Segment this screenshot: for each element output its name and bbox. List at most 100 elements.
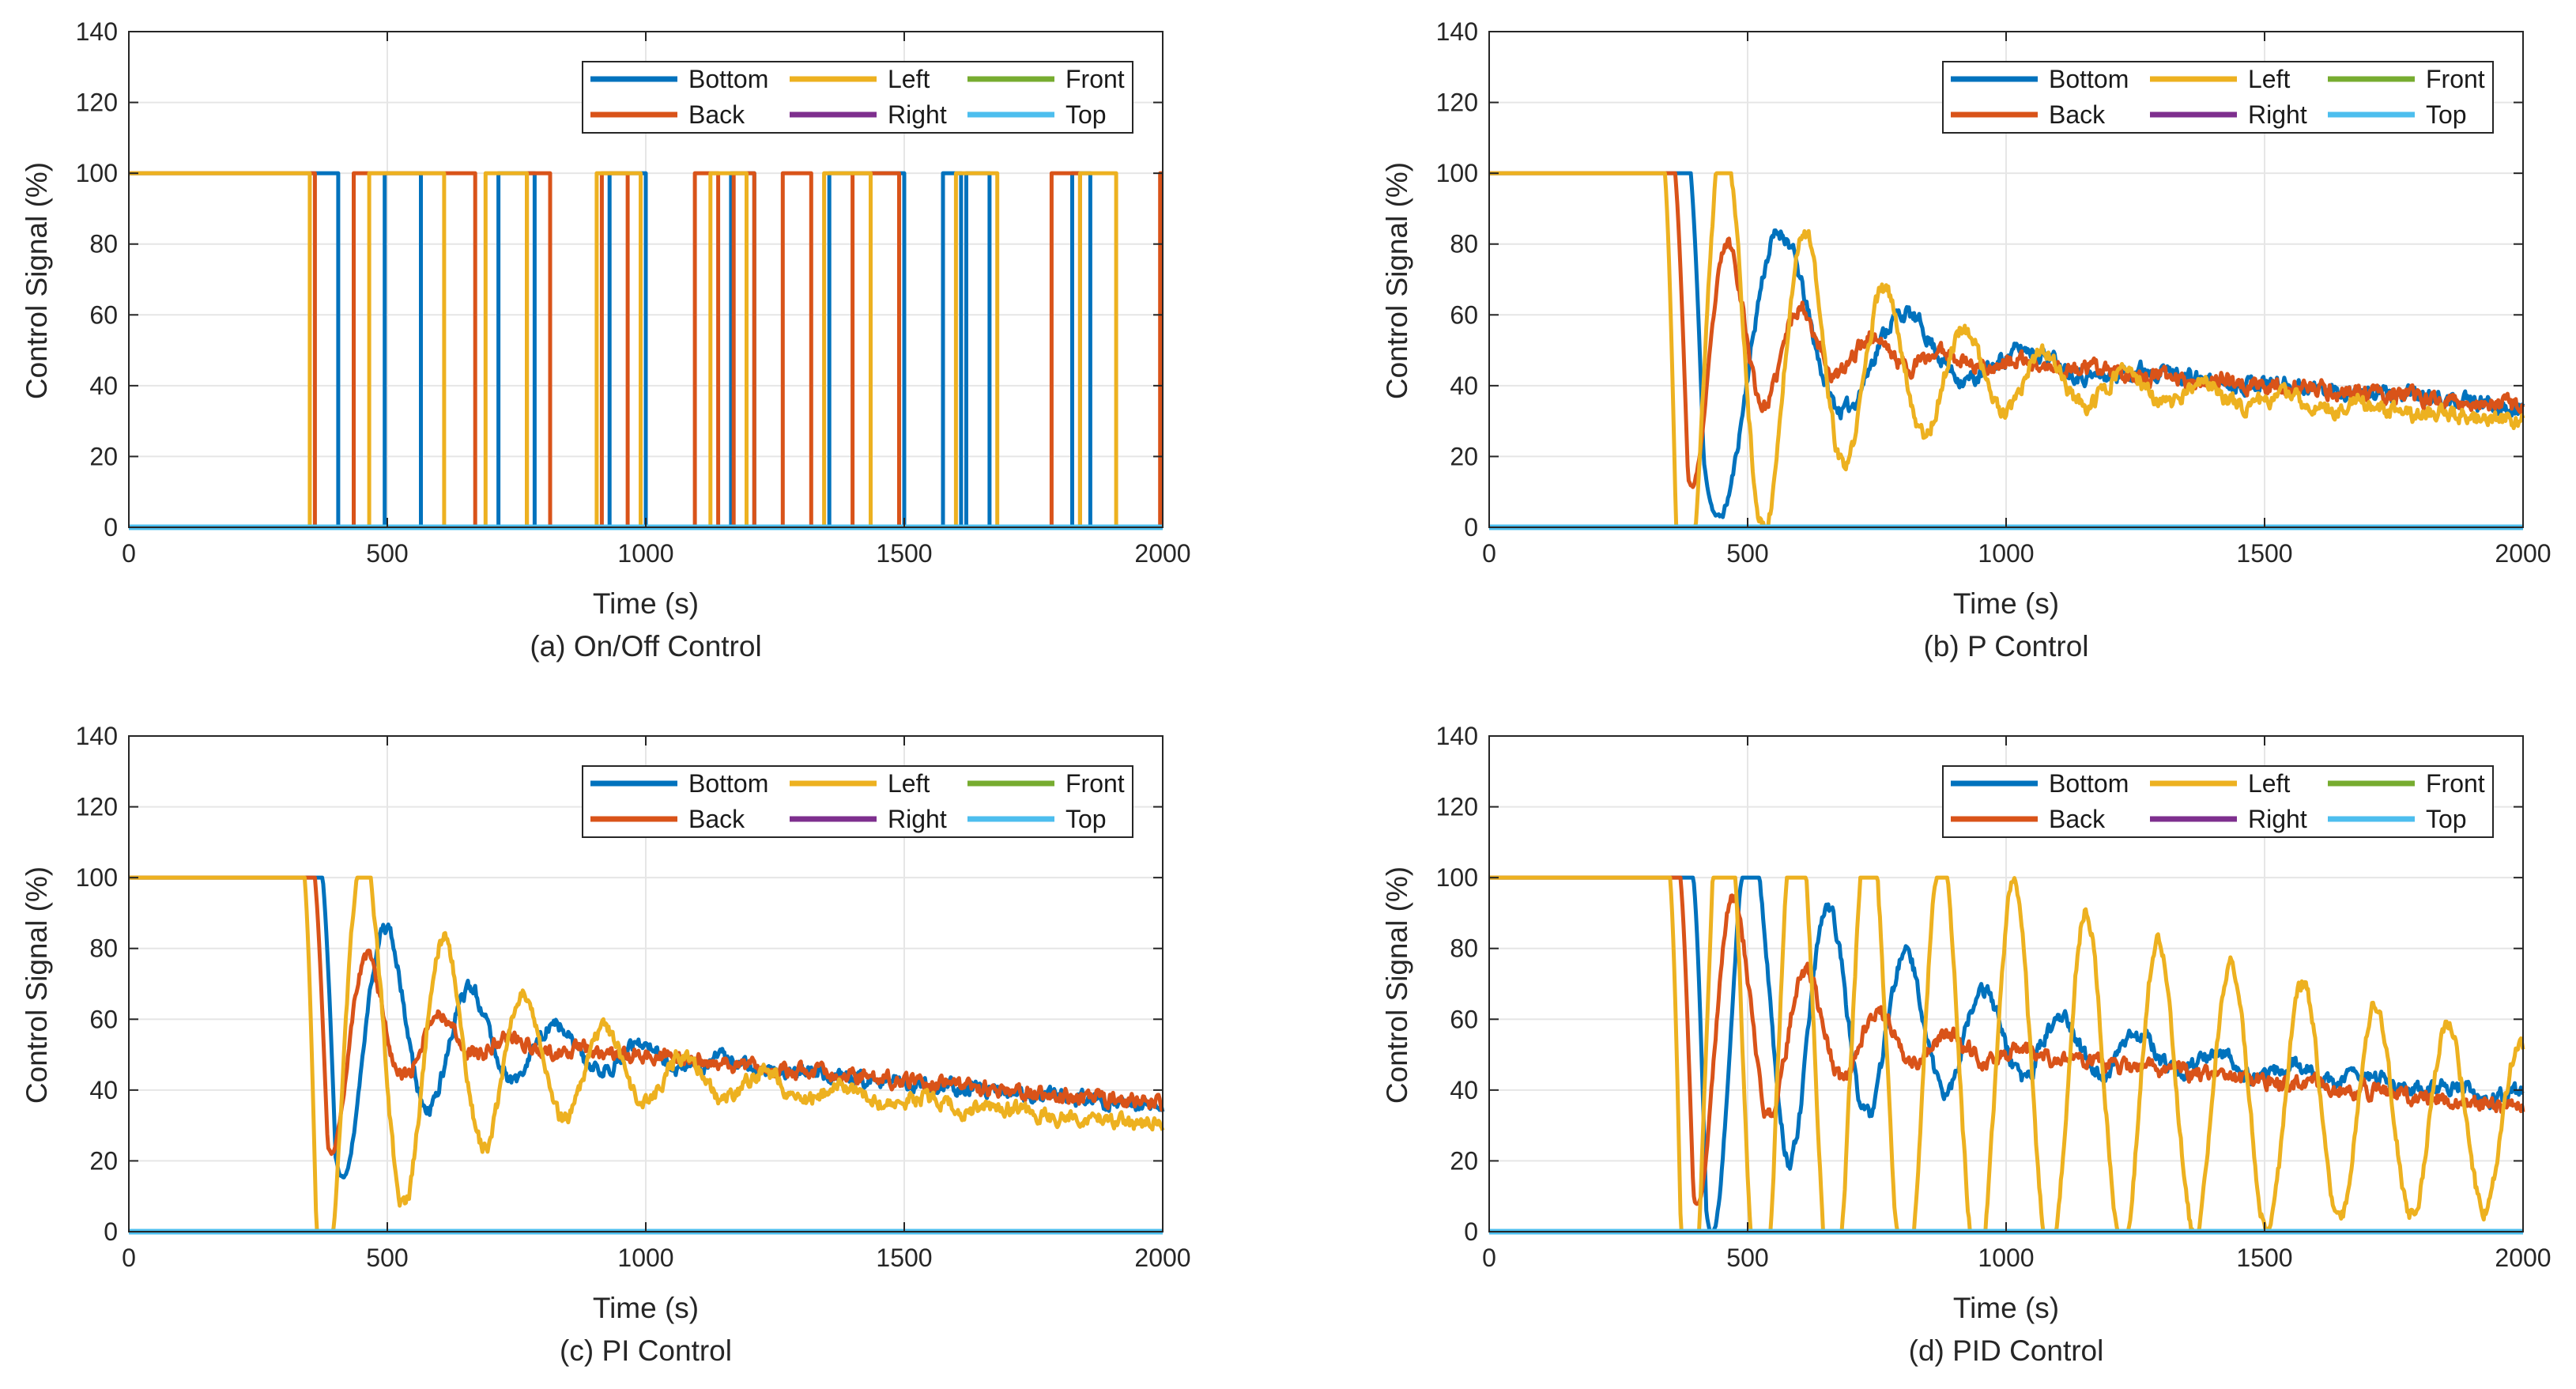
x-axis-label: Time (s) <box>593 1292 699 1324</box>
x-tick-label: 2000 <box>2495 1244 2551 1272</box>
legend-item-front: Front <box>2328 769 2485 798</box>
legend: Bottom Left Front Back Right Top <box>582 61 1133 134</box>
y-tick-label: 40 <box>89 372 118 400</box>
legend: Bottom Left Front Back Right Top <box>582 765 1133 838</box>
x-tick-label: 500 <box>1726 539 1768 568</box>
legend-label: Right <box>888 100 947 129</box>
plot-area: 0 500 1000 1500 2000 0 20 40 60 80 100 120 140 Bottom… <box>1436 722 2551 1272</box>
y-tick-label: 60 <box>1450 300 1478 329</box>
plot-area: 0 500 1000 1500 2000 0 20 40 60 80 100 120 140 Bottom… <box>1436 17 2551 568</box>
legend-label: Left <box>888 65 930 93</box>
y-tick-label: 0 <box>104 513 118 542</box>
x-tick-label: 0 <box>1482 1244 1496 1272</box>
y-axis-label: Control Signal (%) <box>1381 866 1413 1104</box>
x-tick-label: 1500 <box>2236 539 2292 568</box>
legend-item-right: Right <box>790 805 947 833</box>
legend-item-top: Top <box>2328 805 2467 833</box>
x-axis-label: Time (s) <box>1953 1292 2059 1324</box>
y-tick-label: 140 <box>1436 722 1478 750</box>
legend-item-bottom: Bottom <box>1951 769 2129 798</box>
y-tick-label: 40 <box>89 1076 118 1104</box>
y-tick-label: 80 <box>1450 934 1478 963</box>
x-tick-label: 1000 <box>1978 1244 2034 1272</box>
y-axis-label: Control Signal (%) <box>21 162 53 399</box>
legend-label: Back <box>688 805 745 833</box>
panel-caption: (c) PI Control <box>560 1334 732 1367</box>
legend-label: Back <box>2049 805 2106 833</box>
series-line-left <box>1488 171 2525 530</box>
y-tick-label: 100 <box>1436 863 1478 892</box>
legend-item-left: Left <box>790 65 930 93</box>
legend-item-back: Back <box>1951 100 2106 129</box>
y-tick-label: 140 <box>1436 17 1478 46</box>
legend-label: Front <box>2426 769 2485 798</box>
series-line-left <box>127 875 1165 1234</box>
y-tick-label: 140 <box>76 722 118 750</box>
x-tick-label: 2000 <box>1134 539 1190 568</box>
x-tick-label: 1000 <box>1978 539 2034 568</box>
legend-item-front: Front <box>967 65 1125 93</box>
y-tick-label: 120 <box>76 89 118 117</box>
legend-label: Back <box>2049 100 2106 129</box>
panel-p-control: 0 500 1000 1500 2000 0 20 40 60 80 100 120 140 Bottom… <box>1381 17 2551 662</box>
legend-item-front: Front <box>967 769 1125 798</box>
y-tick-label: 100 <box>76 159 118 187</box>
x-tick-label: 1500 <box>876 1244 932 1272</box>
y-tick-label: 80 <box>89 230 118 259</box>
y-tick-label: 140 <box>76 17 118 46</box>
legend-label: Front <box>1065 769 1125 798</box>
series-line-left <box>1488 875 2525 1234</box>
legend-item-bottom: Bottom <box>590 769 768 798</box>
x-tick-label: 2000 <box>2495 539 2551 568</box>
y-tick-label: 20 <box>89 442 118 470</box>
legend-label: Bottom <box>2049 769 2129 798</box>
legend-label: Left <box>2248 769 2290 798</box>
legend-label: Left <box>888 769 930 798</box>
x-tick-label: 1500 <box>2236 1244 2292 1272</box>
panel-pid-control: 0 500 1000 1500 2000 0 20 40 60 80 100 120 140 Bottom… <box>1381 722 2551 1367</box>
legend-label: Top <box>1065 100 1107 129</box>
legend-label: Top <box>2426 100 2467 129</box>
legend-box <box>582 765 1133 838</box>
legend-box <box>582 61 1133 134</box>
legend: Bottom Left Front Back Right Top <box>1942 61 2494 134</box>
y-tick-label: 40 <box>1450 1076 1478 1104</box>
y-tick-label: 40 <box>1450 372 1478 400</box>
x-tick-label: 500 <box>1726 1244 1768 1272</box>
legend-label: Left <box>2248 65 2290 93</box>
legend-item-back: Back <box>590 100 745 129</box>
legend-label: Right <box>2248 805 2307 833</box>
legend-item-left: Left <box>2150 65 2290 93</box>
y-tick-label: 120 <box>1436 793 1478 821</box>
y-tick-label: 60 <box>1450 1005 1478 1033</box>
legend-item-top: Top <box>967 100 1107 129</box>
legend-label: Front <box>1065 65 1125 93</box>
legend-box <box>1942 765 2494 838</box>
y-tick-label: 120 <box>1436 89 1478 117</box>
legend-item-left: Left <box>790 769 930 798</box>
x-axis-label: Time (s) <box>1953 587 2059 620</box>
x-tick-label: 0 <box>1482 539 1496 568</box>
x-tick-label: 1000 <box>617 539 673 568</box>
legend-box <box>1942 61 2494 134</box>
y-tick-label: 20 <box>1450 1146 1478 1175</box>
legend-label: Top <box>1065 805 1107 833</box>
panel-caption: (b) P Control <box>1923 630 2088 662</box>
legend-label: Bottom <box>2049 65 2129 93</box>
x-tick-label: 1000 <box>617 1244 673 1272</box>
legend-item-right: Right <box>2150 100 2307 129</box>
legend-label: Right <box>2248 100 2307 129</box>
y-tick-label: 20 <box>89 1146 118 1175</box>
legend-item-right: Right <box>2150 805 2307 833</box>
panel-onoff-control: 0 500 1000 1500 2000 0 20 40 60 80 100 120 140 Bottom… <box>21 17 1191 662</box>
plot-area: 0 500 1000 1500 2000 0 20 40 60 80 100 120 140 Bottom… <box>76 722 1191 1272</box>
x-tick-label: 1500 <box>876 539 932 568</box>
y-tick-label: 60 <box>89 1005 118 1033</box>
y-tick-label: 60 <box>89 300 118 329</box>
legend-item-right: Right <box>790 100 947 129</box>
x-tick-label: 500 <box>366 1244 408 1272</box>
y-tick-label: 0 <box>1464 1217 1478 1246</box>
plot-area: 0 500 1000 1500 2000 0 20 40 60 80 100 120 140 Bottom… <box>76 17 1191 568</box>
legend-item-front: Front <box>2328 65 2485 93</box>
